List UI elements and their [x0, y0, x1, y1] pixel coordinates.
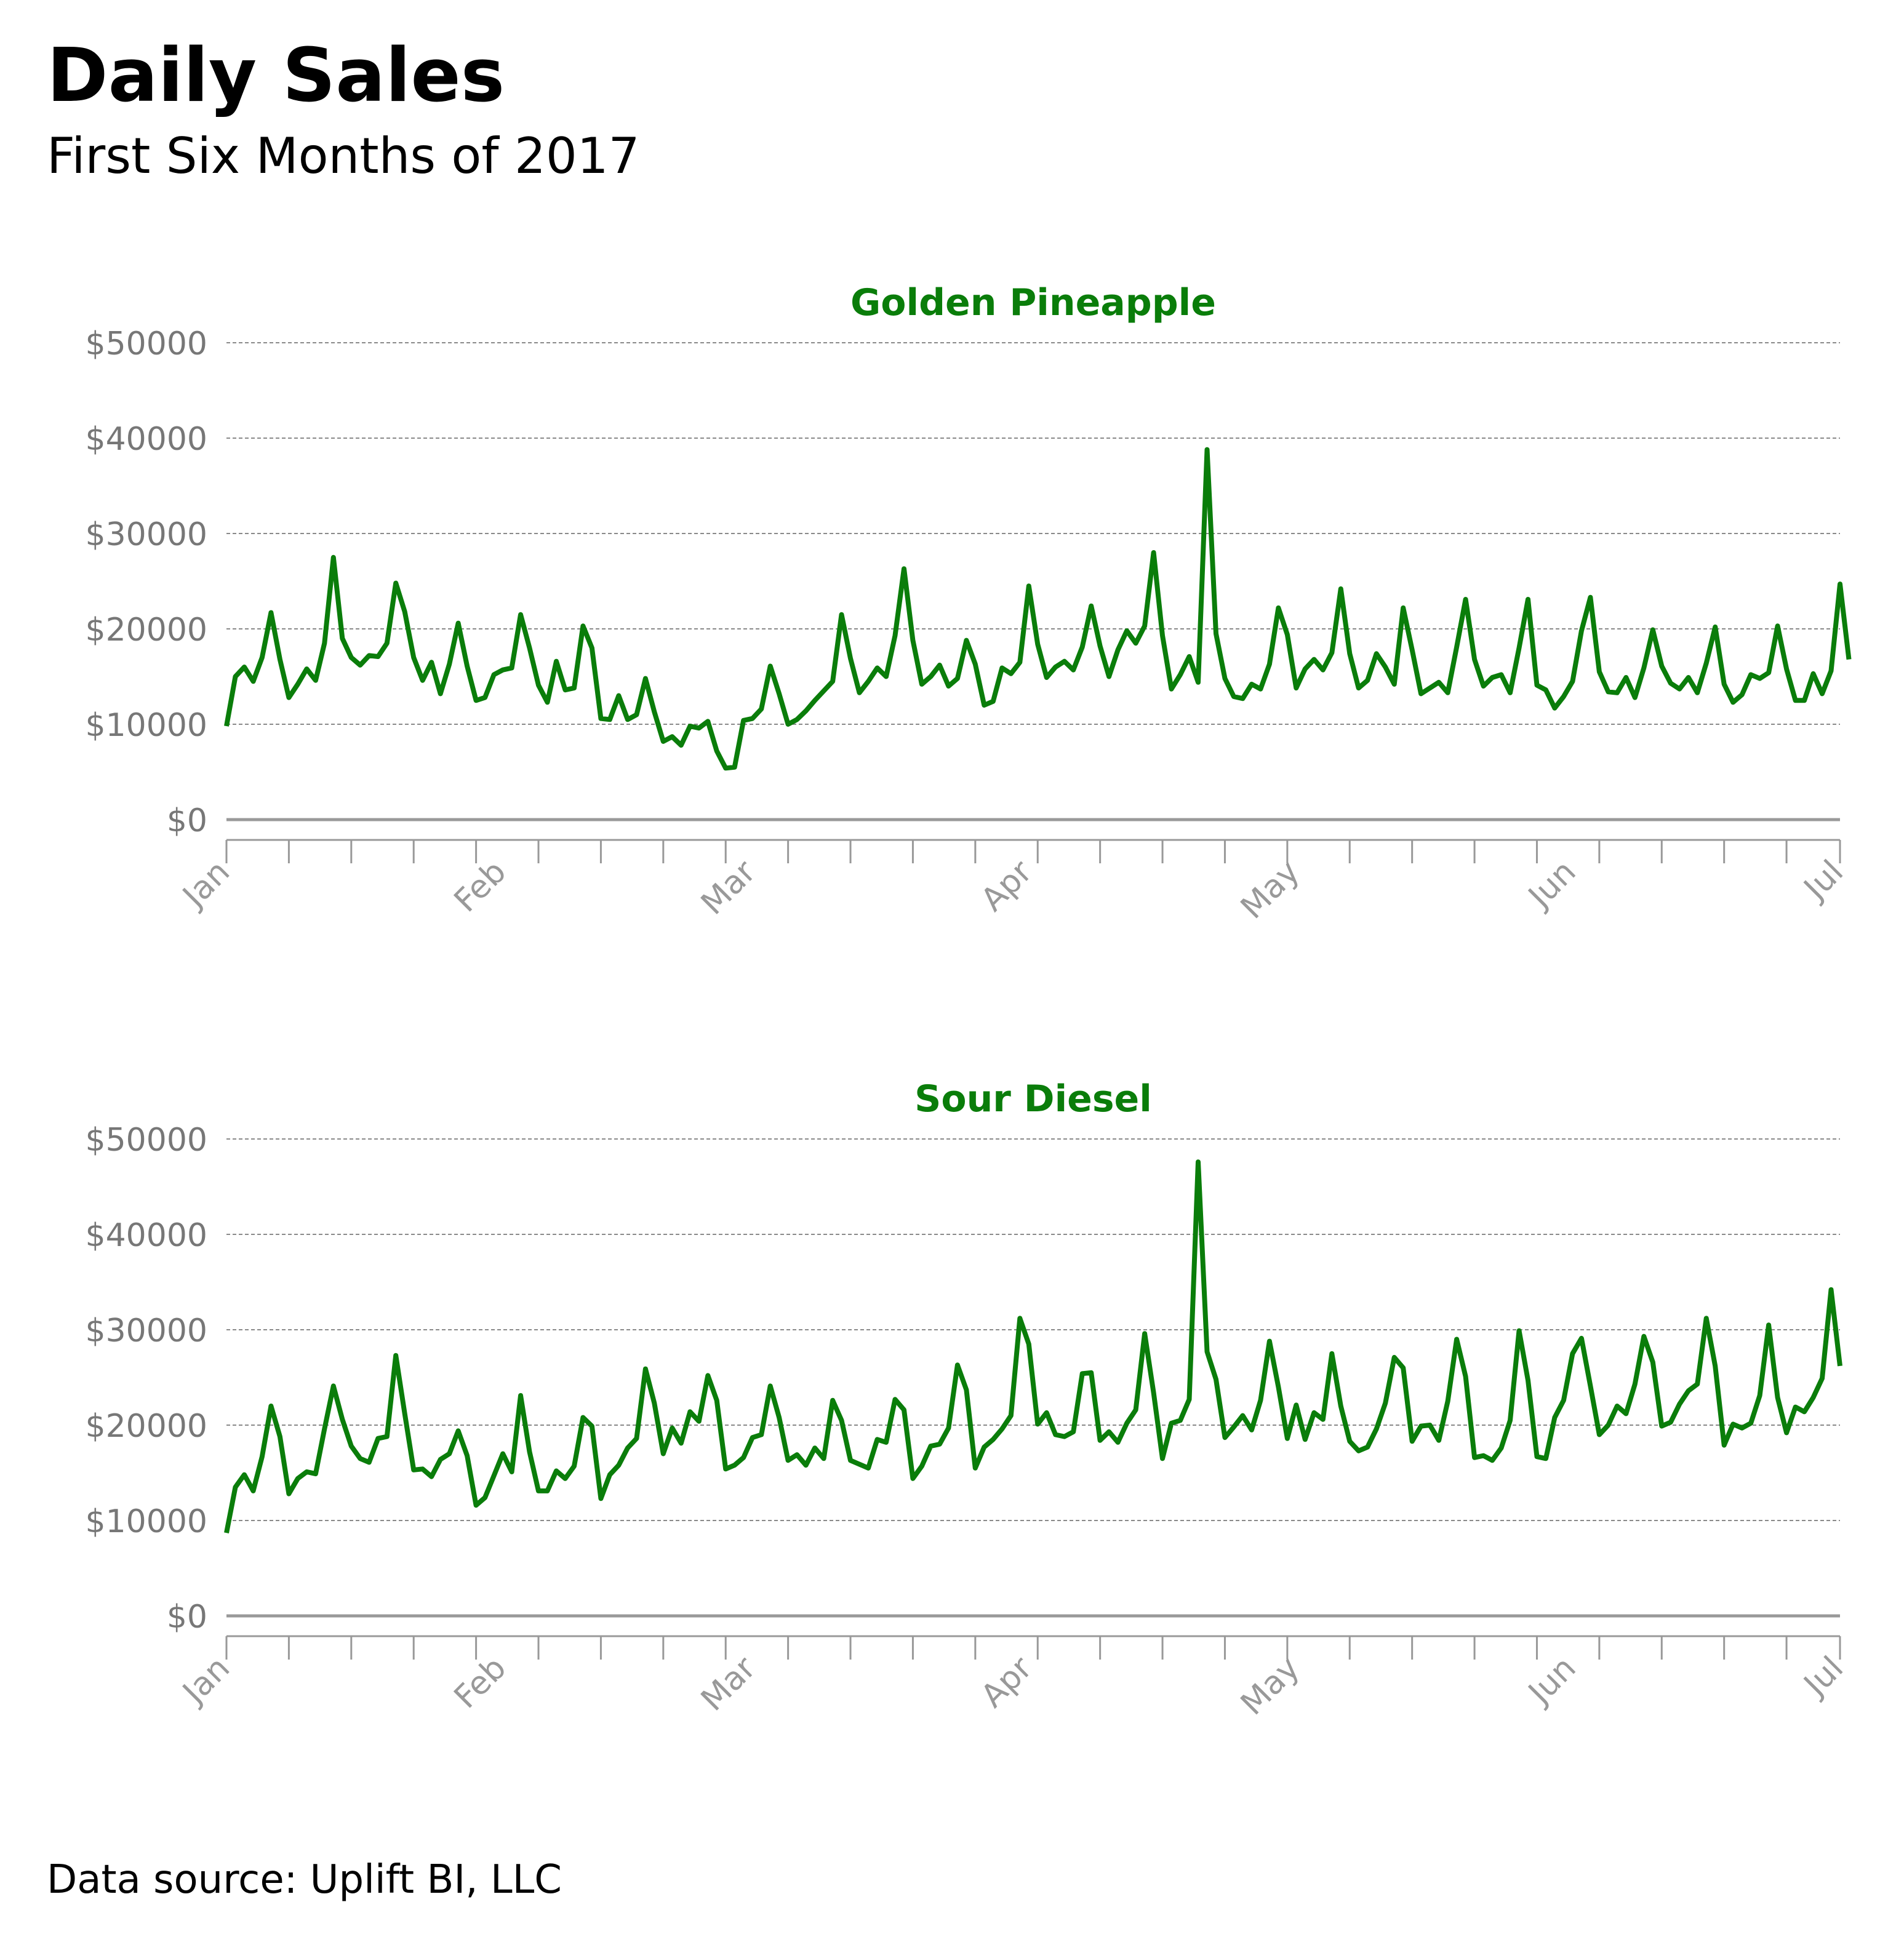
y-tick-label: $30000: [85, 1313, 207, 1349]
x-tick-label: Jan: [175, 1650, 237, 1712]
panel-title: Sour Diesel: [914, 1077, 1152, 1121]
x-tick-label: May: [1234, 853, 1306, 926]
x-tick-label: Apr: [974, 1649, 1039, 1714]
y-tick-label: $40000: [85, 421, 207, 458]
x-tick-label: Jun: [1521, 853, 1583, 916]
x-tick-label: May: [1234, 1650, 1306, 1722]
y-tick-label: $0: [167, 1599, 207, 1636]
panel-title: Golden Pineapple: [850, 281, 1216, 324]
chart-panel-1: Golden Pineapple $0 $10000 $20000 $30000 $400…: [85, 281, 1852, 926]
y-tick-label: $50000: [85, 1122, 207, 1159]
y-tick-label: $0: [167, 802, 207, 839]
y-tick-label: $30000: [85, 516, 207, 553]
series-line: [224, 1159, 1842, 1533]
x-tick-label: Jun: [1521, 1650, 1583, 1712]
x-tick-label: Mar: [694, 1649, 763, 1718]
x-tick-label: Jul: [1796, 1650, 1850, 1704]
series-line: [224, 447, 1852, 771]
y-tick-label: $10000: [85, 707, 207, 744]
y-tick-label: $20000: [85, 1408, 207, 1445]
page-subtitle: First Six Months of 2017: [47, 127, 640, 185]
y-tick-label: $10000: [85, 1503, 207, 1540]
x-tick-label: Jul: [1796, 853, 1850, 908]
y-tick-label: $40000: [85, 1217, 207, 1254]
x-tick-label: Mar: [694, 853, 763, 922]
x-tick-label: Feb: [447, 853, 514, 920]
y-tick-label: $20000: [85, 612, 207, 649]
data-source-note: Data source: Uplift BI, LLC: [47, 1857, 562, 1903]
x-tick-label: Feb: [447, 1650, 514, 1716]
y-tick-label: $50000: [85, 326, 207, 362]
x-tick-label: Apr: [974, 853, 1039, 918]
chart-panel-2: Sour Diesel $0 $10000 $20000 $30000 $40000 $50…: [85, 1077, 1850, 1722]
page-title: Daily Sales: [47, 33, 505, 119]
x-tick-label: Jan: [175, 853, 237, 916]
